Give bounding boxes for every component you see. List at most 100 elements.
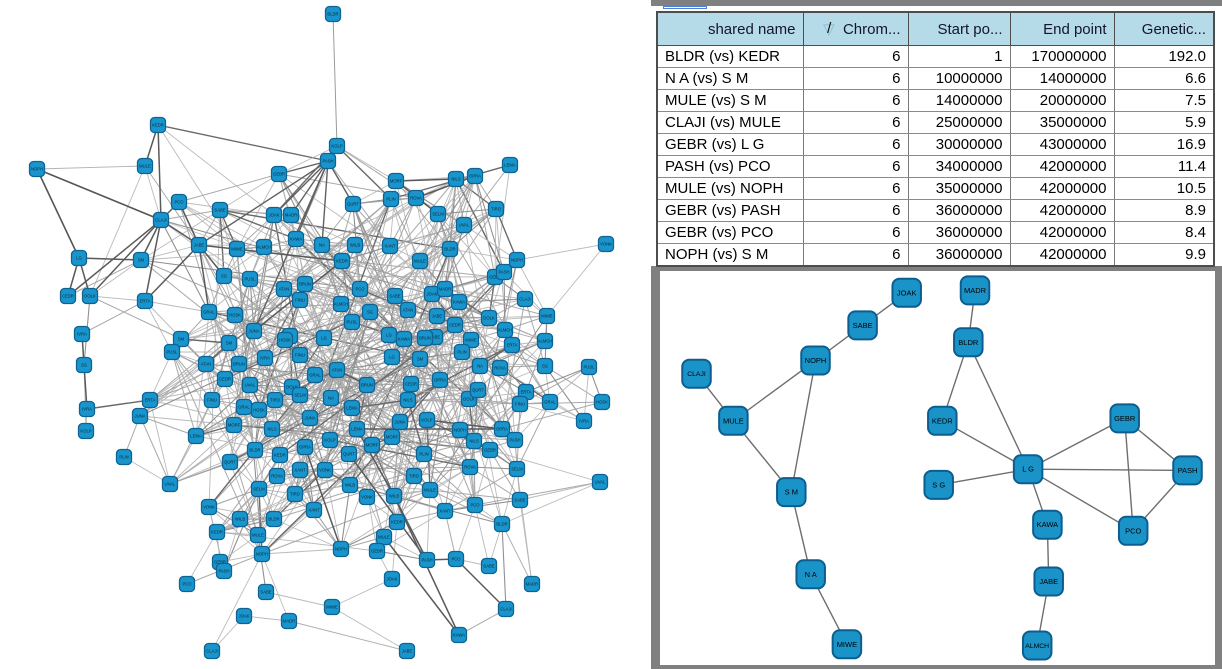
svg-text:ERTA: ERTA [145,398,156,403]
svg-text:MULE: MULE [378,535,390,540]
svg-text:ERTA: ERTA [507,343,518,348]
svg-text:MADR: MADR [285,213,297,218]
svg-text:WILB: WILB [350,243,360,248]
svg-text:UVAL: UVAL [245,383,256,388]
svg-text:XANT: XANT [294,468,306,473]
svg-text:KAWA: KAWA [453,633,465,638]
svg-text:NOPH: NOPH [256,552,268,557]
svg-text:JOAK: JOAK [427,292,438,297]
svg-text:GEBR: GEBR [489,275,501,280]
svg-text:JABE: JABE [402,649,413,654]
svg-text:DOLK: DOLK [463,397,475,402]
svg-text:FINU: FINU [515,402,525,407]
svg-text:WILB: WILB [389,494,399,499]
svg-text:NOPH: NOPH [335,547,347,552]
svg-text:TIRO: TIRO [491,207,502,212]
svg-text:MADR: MADR [964,286,987,295]
svg-text:MIWE: MIWE [231,247,243,252]
svg-text:LEMA: LEMA [346,406,358,411]
svg-text:ALMCH: ALMCH [334,302,349,307]
svg-text:SABE: SABE [389,294,400,299]
svg-text:NA: NA [328,396,334,401]
svg-text:BRUN: BRUN [233,362,245,367]
svg-text:PCO: PCO [174,200,184,205]
svg-text:XANT: XANT [308,508,320,513]
svg-text:ROVA: ROVA [464,465,476,470]
svg-text:UVAL: UVAL [165,482,176,487]
svg-text:JOAK: JOAK [269,213,280,218]
svg-text:KEDR: KEDR [152,123,164,128]
svg-text:KEDR: KEDR [336,259,348,264]
svg-text:IVRA: IVRA [579,419,589,424]
svg-text:SM: SM [226,341,233,346]
svg-text:LG: LG [386,333,392,338]
svg-text:TIRO: TIRO [270,398,281,403]
svg-text:KOLP: KOLP [80,429,91,434]
svg-text:PUSL: PUSL [245,277,257,282]
svg-text:PCO: PCO [355,287,365,292]
svg-text:SG: SG [542,364,548,369]
svg-text:BRUN: BRUN [361,383,373,388]
svg-text:SELM: SELM [294,393,306,398]
svg-text:KAWA: KAWA [1037,520,1059,529]
svg-text:NOPH: NOPH [511,258,523,263]
svg-text:XANT: XANT [384,244,396,249]
svg-text:CEDR: CEDR [449,323,461,328]
svg-text:ATAN: ATAN [201,362,212,367]
svg-text:IVRA: IVRA [82,407,92,412]
svg-text:PUSL: PUSL [584,365,596,370]
svg-text:TIRO: TIRO [409,474,420,479]
svg-text:ALMCH: ALMCH [538,339,553,344]
svg-text:OPRA: OPRA [496,427,508,432]
svg-text:NOPH: NOPH [805,356,827,365]
svg-text:CLAJI: CLAJI [155,218,166,223]
svg-text:ALMCH: ALMCH [498,328,513,333]
svg-text:MORF: MORF [386,435,399,440]
svg-text:ATAN: ATAN [332,368,343,373]
svg-text:GRAL: GRAL [544,400,556,405]
svg-text:BLDR: BLDR [327,12,338,17]
svg-text:CLAJI: CLAJI [687,371,706,378]
svg-text:XANT: XANT [439,509,451,514]
svg-text:NILS: NILS [403,398,413,403]
svg-text:QURT: QURT [224,460,236,465]
svg-text:PLIN: PLIN [119,455,128,460]
svg-text:PASH: PASH [498,270,509,275]
svg-text:NILS: NILS [267,427,277,432]
svg-text:PUSL: PUSL [347,320,359,325]
svg-text:FINU: FINU [295,298,305,303]
svg-text:KAWA: KAWA [453,300,465,305]
svg-text:HOSK: HOSK [279,338,291,343]
svg-text:NA: NA [319,243,325,248]
svg-text:TIRO: TIRO [290,492,301,497]
svg-text:GEBR: GEBR [484,448,496,453]
svg-text:JABE: JABE [430,335,441,340]
svg-text:GEBR: GEBR [214,560,226,565]
svg-text:PASH: PASH [509,438,520,443]
svg-text:OPRA: OPRA [434,378,446,383]
svg-text:KOLP: KOLP [324,438,335,443]
svg-text:SG: SG [367,310,373,315]
svg-text:MIWE: MIWE [326,605,338,610]
svg-text:QURT: QURT [343,452,355,457]
svg-text:QURT: QURT [472,388,484,393]
svg-text:CEDR: CEDR [62,294,74,299]
svg-text:MADR: MADR [526,582,538,587]
svg-text:PCO: PCO [470,503,480,508]
svg-text:PCO: PCO [1125,526,1141,535]
svg-text:KEDR: KEDR [391,520,403,525]
svg-text:MULE: MULE [723,416,744,425]
svg-text:BRUN: BRUN [299,282,311,287]
svg-text:PLIN: PLIN [419,452,428,457]
svg-text:GEBR: GEBR [273,172,285,177]
svg-text:CLAJI: CLAJI [519,297,530,302]
svg-text:PASH: PASH [218,569,229,574]
svg-text:PCO: PCO [451,557,461,562]
svg-text:PASH: PASH [421,558,432,563]
svg-text:LEMA: LEMA [351,427,363,432]
svg-text:PASH: PASH [322,159,333,164]
svg-text:MIWE: MIWE [465,338,477,343]
svg-text:JUNA: JUNA [395,420,406,425]
svg-text:MULE: MULE [424,488,436,493]
svg-text:L G: L G [1022,465,1034,474]
